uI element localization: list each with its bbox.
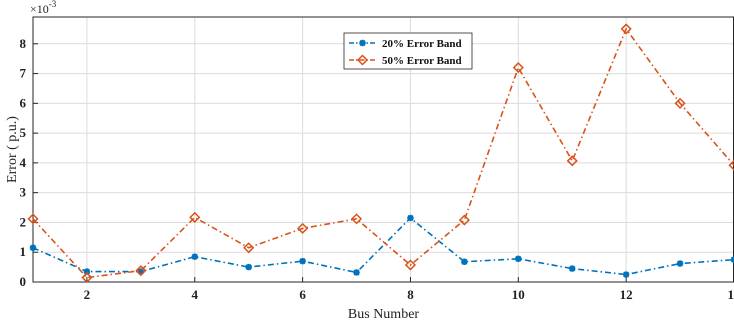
legend-item: 50% Error Band (349, 54, 462, 67)
data-point (620, 23, 632, 35)
legend-label: 50% Error Band (382, 55, 462, 67)
y-tick-label: 8 (20, 36, 27, 51)
x-tick-label: 10 (512, 287, 525, 302)
data-point (728, 159, 734, 171)
y-tick-label: 0 (20, 274, 27, 289)
y-tick-label: 5 (20, 125, 27, 140)
y-tick-label: 4 (20, 155, 27, 170)
data-point (458, 214, 470, 226)
data-point (515, 255, 522, 262)
legend-marker (356, 54, 369, 66)
data-point (297, 222, 309, 234)
series-line (32, 27, 734, 279)
y-tick-label: 6 (20, 95, 27, 110)
x-axis-ticks: 2 4 6 8 10 12 14 (84, 277, 734, 302)
y-tick-label: 3 (20, 185, 27, 200)
data-point (566, 155, 578, 167)
series-2 (27, 23, 734, 284)
legend: 20% Error Band 50% Error Band (343, 32, 473, 70)
data-point (461, 258, 468, 265)
data-point (191, 253, 198, 260)
data-point (350, 213, 363, 225)
legend-items: 20% Error Band 50% Error Band (349, 38, 462, 67)
x-tick-label: 2 (84, 287, 91, 302)
data-point (407, 214, 414, 222)
data-point (622, 271, 630, 278)
data-point (29, 244, 37, 251)
data-point (83, 268, 91, 275)
legend-item: 20% Error Band (349, 38, 462, 50)
data-point (404, 259, 417, 271)
data-point (137, 268, 145, 275)
y-axis-exponent: ×10-3 (30, 0, 57, 16)
data-point (512, 62, 524, 74)
y-axis-exponent-power: -3 (49, 0, 57, 9)
x-tick-label: 4 (192, 287, 199, 302)
data-point (189, 211, 201, 223)
x-axis-label: Bus Number (348, 307, 420, 322)
data-point (676, 260, 684, 267)
series-1 (29, 214, 734, 278)
grid-lines (33, 17, 734, 283)
data-point (674, 97, 686, 109)
legend-box (343, 32, 473, 70)
data-point (135, 265, 147, 277)
legend-marker (359, 39, 366, 47)
x-tick-label: 14 (728, 287, 734, 302)
y-axis-exponent-base: ×10 (30, 2, 49, 16)
data-point (299, 257, 306, 265)
y-axis-ticks: 0 1 2 3 4 5 6 7 8 (20, 36, 38, 289)
data-point (27, 213, 39, 225)
y-tick-label: 7 (20, 66, 27, 81)
y-tick-label: 1 (20, 244, 27, 259)
series-layer (27, 23, 734, 284)
data-point (81, 271, 93, 284)
series-line (32, 216, 734, 276)
data-point (569, 265, 576, 272)
y-axis-label: Error ( p.u.) (5, 116, 20, 183)
y-tick-label: 2 (20, 214, 27, 229)
x-tick-label: 6 (299, 287, 306, 302)
x-tick-label: 12 (620, 287, 633, 302)
x-tick-label: 8 (407, 287, 414, 302)
data-point (245, 263, 252, 271)
legend-label: 20% Error Band (382, 38, 462, 50)
data-point (243, 242, 255, 254)
data-point (353, 269, 360, 276)
